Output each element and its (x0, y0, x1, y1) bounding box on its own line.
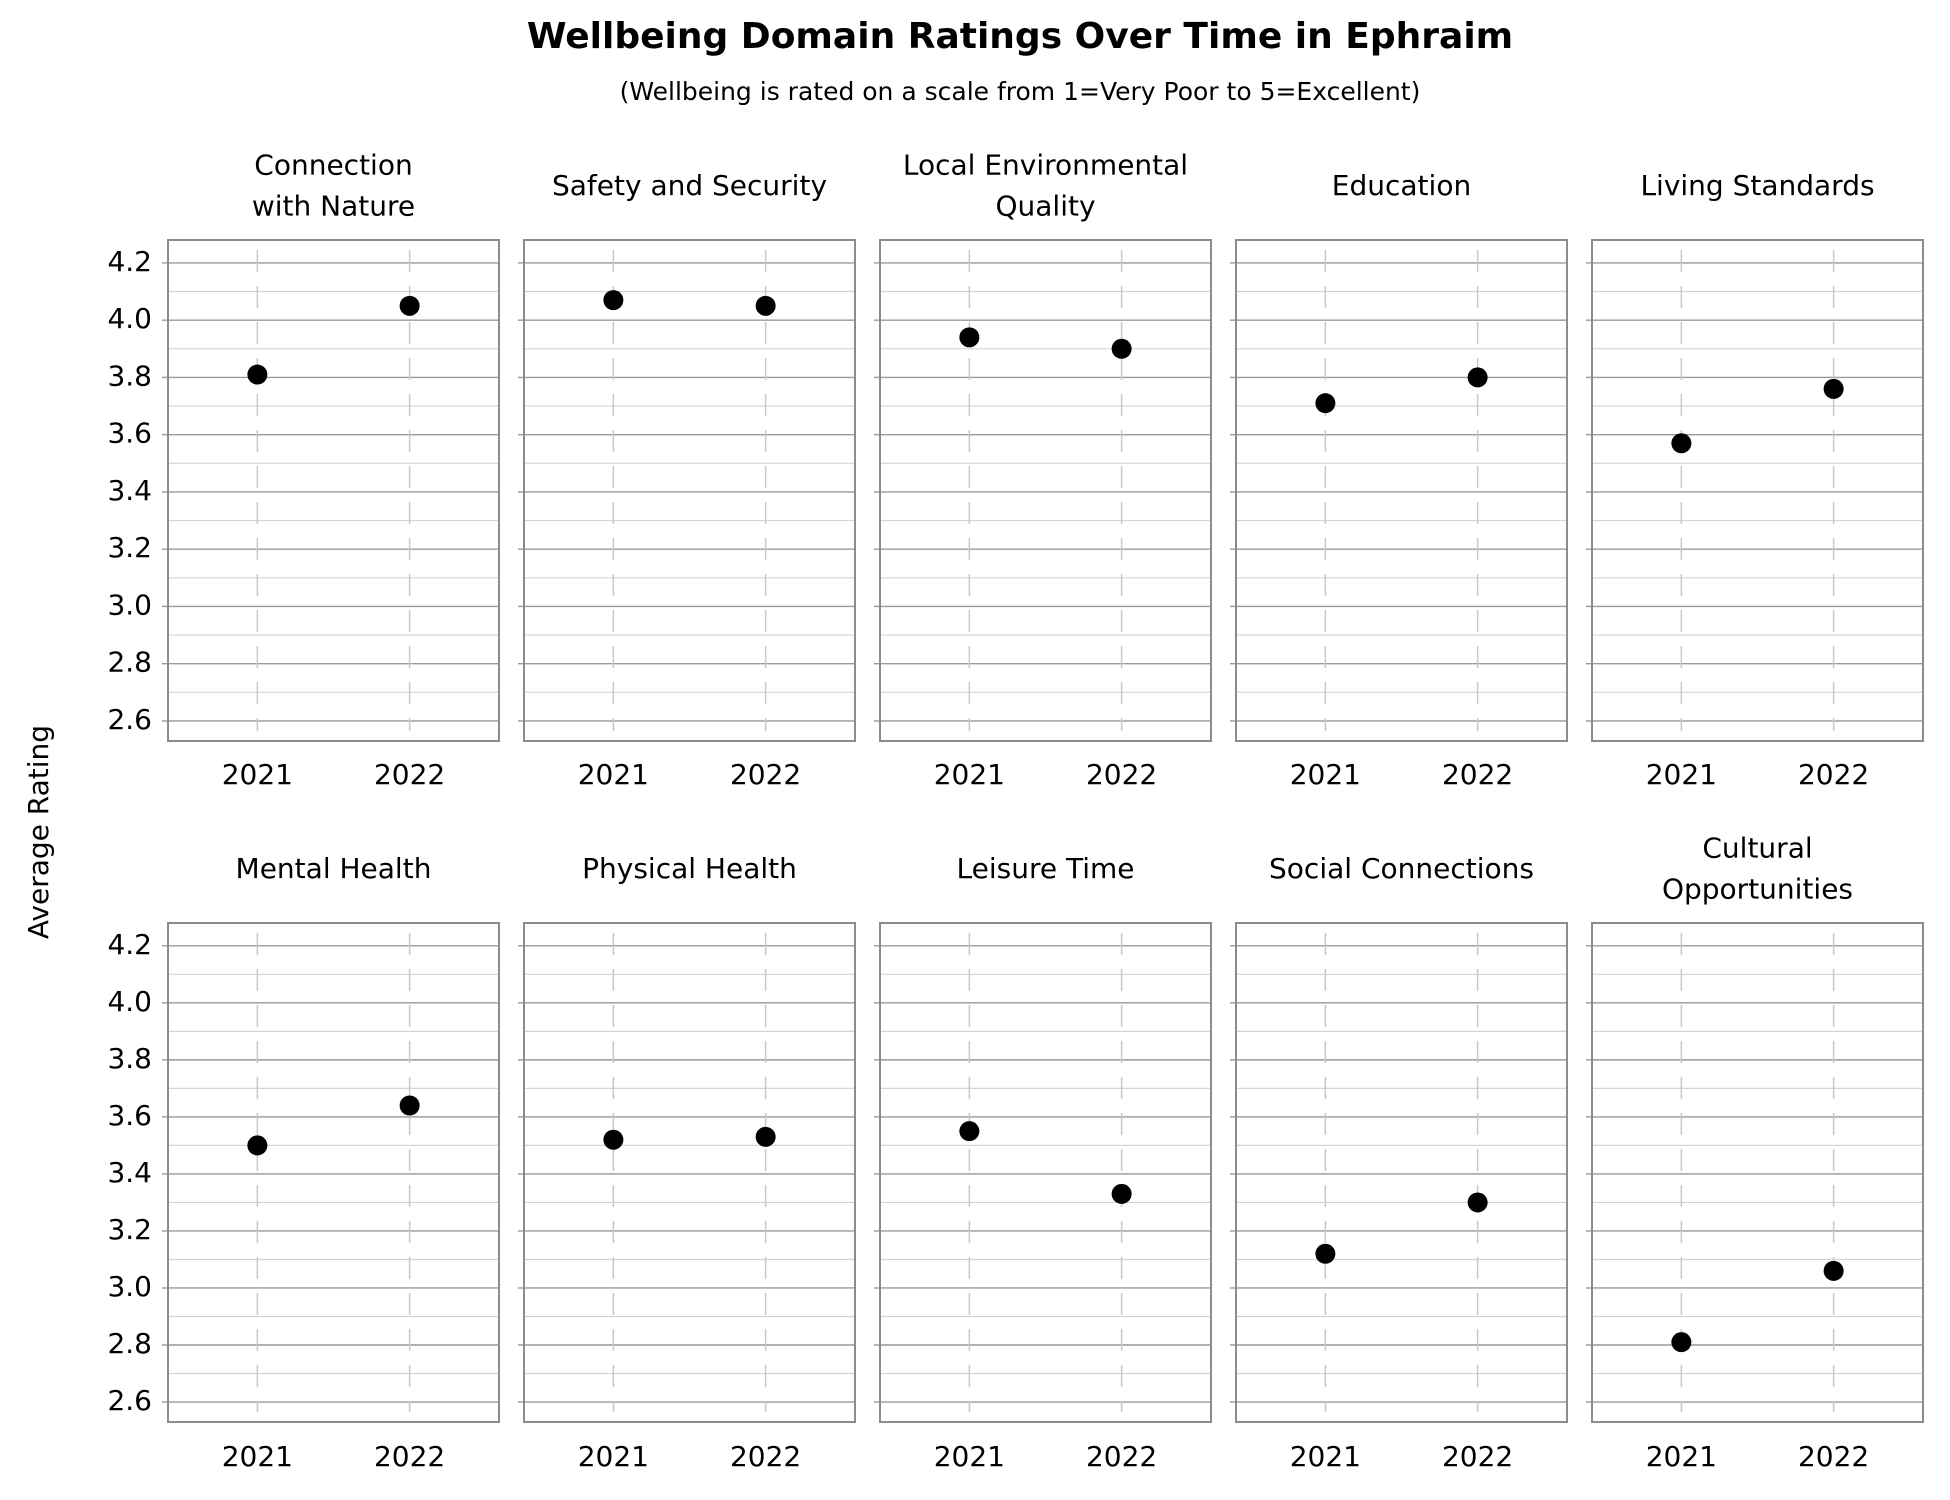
dot (1467, 1192, 1488, 1213)
x-tick-label: 2021 (934, 758, 1005, 791)
panel-title: Local Environmental (903, 149, 1188, 182)
dot (1111, 338, 1132, 359)
dot (1671, 1332, 1692, 1353)
panel-title: Living Standards (1640, 169, 1874, 202)
panel-title: Connection (254, 149, 412, 182)
dot (1823, 378, 1844, 399)
y-tick-label: 2.6 (107, 1384, 152, 1417)
panel-title: Education (1332, 169, 1471, 202)
y-tick-label: 2.6 (107, 703, 152, 736)
y-tick-label: 4.0 (107, 302, 152, 335)
x-tick-label: 2022 (1798, 1440, 1869, 1473)
y-tick-label: 2.8 (107, 646, 152, 679)
dot (1467, 367, 1488, 388)
y-axis-label: Average Rating (22, 725, 55, 939)
x-tick-label: 2021 (578, 758, 649, 791)
y-tick-label: 3.0 (107, 588, 152, 621)
panel-frame (1591, 922, 1924, 1423)
dot (399, 1095, 420, 1116)
panel-title: Social Connections (1269, 852, 1534, 885)
panel-title: Cultural (1702, 832, 1812, 865)
y-tick-label: 3.6 (107, 417, 152, 450)
panel-frame (879, 922, 1212, 1423)
dot (959, 1121, 980, 1142)
y-tick-label: 3.8 (107, 1042, 152, 1075)
panel-frame (1235, 239, 1568, 742)
dot (1315, 1243, 1336, 1264)
panel-frame (1235, 922, 1568, 1423)
y-tick-label: 3.2 (107, 531, 152, 564)
dot (247, 1135, 268, 1156)
y-tick-label: 4.2 (107, 928, 152, 961)
panel-title: Quality (995, 190, 1095, 223)
x-tick-label: 2021 (222, 758, 293, 791)
panel-frame (167, 922, 500, 1423)
x-tick-label: 2022 (730, 1440, 801, 1473)
dot (247, 364, 268, 385)
y-tick-label: 4.2 (107, 245, 152, 278)
x-tick-label: 2022 (374, 758, 445, 791)
x-tick-label: 2021 (1646, 758, 1717, 791)
dot (755, 295, 776, 316)
panel-title: Mental Health (236, 852, 432, 885)
panel-frame (523, 922, 856, 1423)
dot (1111, 1183, 1132, 1204)
chart-subtitle: (Wellbeing is rated on a scale from 1=Ve… (620, 77, 1421, 106)
x-tick-label: 2021 (934, 1440, 1005, 1473)
x-tick-label: 2022 (1442, 1440, 1513, 1473)
y-tick-label: 2.8 (107, 1327, 152, 1360)
dot (399, 295, 420, 316)
panel-title: Safety and Security (552, 169, 827, 202)
panel-frame (1591, 239, 1924, 742)
dot (1315, 393, 1336, 414)
x-tick-label: 2021 (222, 1440, 293, 1473)
y-tick-label: 3.8 (107, 359, 152, 392)
x-tick-label: 2022 (1798, 758, 1869, 791)
y-tick-label: 3.0 (107, 1270, 152, 1303)
x-tick-label: 2022 (374, 1440, 445, 1473)
y-tick-label: 3.4 (107, 474, 152, 507)
panel-frame (523, 239, 856, 742)
dot (1823, 1260, 1844, 1281)
panel-title: Opportunities (1662, 873, 1853, 906)
y-tick-label: 4.0 (107, 985, 152, 1018)
panel-title: with Nature (252, 190, 415, 223)
x-tick-label: 2022 (1442, 758, 1513, 791)
x-tick-label: 2022 (1086, 758, 1157, 791)
x-tick-label: 2022 (730, 758, 801, 791)
dot (959, 327, 980, 348)
panel-frame (167, 239, 500, 742)
y-tick-label: 3.6 (107, 1099, 152, 1132)
dot (603, 290, 624, 311)
x-tick-label: 2022 (1086, 1440, 1157, 1473)
panel-frame (879, 239, 1212, 742)
x-tick-label: 2021 (1290, 758, 1361, 791)
panel-title: Leisure Time (957, 852, 1135, 885)
chart-title: Wellbeing Domain Ratings Over Time in Ep… (527, 16, 1513, 57)
x-tick-label: 2021 (1290, 1440, 1361, 1473)
y-tick-label: 3.4 (107, 1156, 152, 1189)
x-tick-label: 2021 (1646, 1440, 1717, 1473)
x-tick-label: 2021 (578, 1440, 649, 1473)
panel-title: Physical Health (582, 852, 797, 885)
dot (603, 1129, 624, 1150)
y-tick-label: 3.2 (107, 1213, 152, 1246)
dot (755, 1126, 776, 1147)
dot (1671, 433, 1692, 454)
